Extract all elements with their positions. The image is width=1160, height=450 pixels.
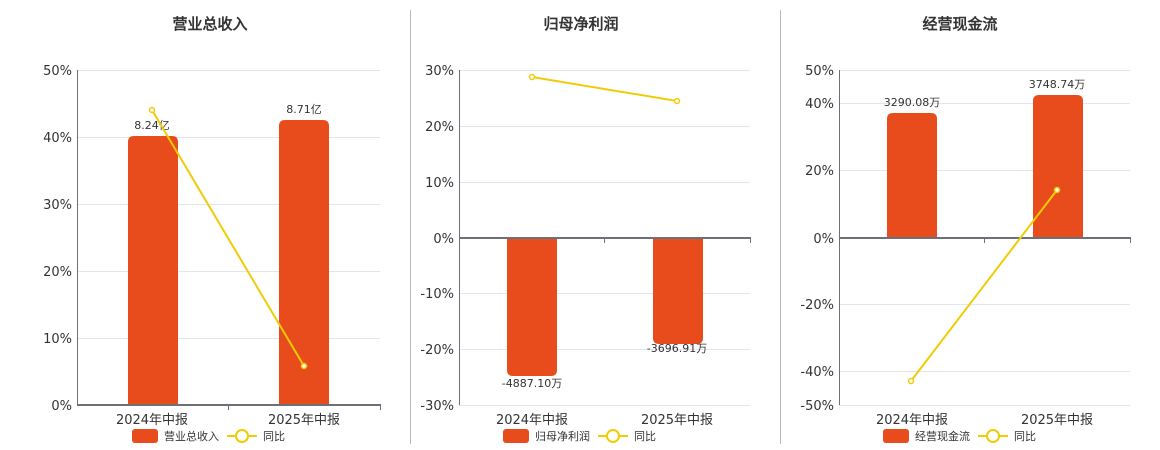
chart-legend: 归母净利润 同比 [503,428,656,444]
chart-legend: 经营现金流 同比 [883,428,1036,444]
y-tick: 50% [805,64,834,79]
x-axis-label: 2025年中报 [1021,413,1093,428]
y-tick: 10% [43,332,72,347]
bar-2024[interactable] [887,113,937,238]
bar-2025[interactable] [653,238,703,344]
y-tick: 30% [425,64,454,79]
yoy-point[interactable] [1053,186,1061,194]
bar-value-label: 8.71亿 [286,103,322,116]
revenue-chart-plot: 50% 40% 30% 20% 10% 0% 8.24亿 8.71亿 2024年… [43,64,381,428]
legend-bar-swatch[interactable] [503,429,529,443]
y-tick: -40% [800,365,834,380]
chart-title: 营业总收入 [172,15,248,33]
legend-line-label[interactable]: 同比 [263,430,285,443]
legend-bar-label[interactable]: 营业总收入 [164,430,219,443]
yoy-point[interactable] [148,106,156,114]
y-tick: 30% [43,198,72,213]
legend-bar-swatch[interactable] [883,429,909,443]
bar-value-label: -3696.91万 [647,342,707,355]
y-tick: -10% [420,287,454,302]
y-tick: 0% [433,232,454,247]
y-tick: 20% [425,120,454,135]
y-tick: 0% [51,399,72,414]
y-tick: -50% [800,399,834,414]
panel-divider [410,10,411,444]
yoy-point[interactable] [673,97,681,105]
bar-2025[interactable] [279,120,329,405]
legend-line-swatch[interactable] [978,429,1008,443]
yoy-line [151,109,305,367]
bar-value-label: 3290.08万 [884,96,941,109]
yoy-line [910,189,1058,382]
chart-title: 归母净利润 [543,15,619,33]
chart-panel-net-profit: 归母净利润 30% 20% 10% 0% -10% -20% -30% -488… [411,0,781,450]
legend-bar-label[interactable]: 归母净利润 [535,430,590,443]
bar-value-label: -4887.10万 [502,377,562,390]
legend-line-label[interactable]: 同比 [634,430,656,443]
y-tick: -20% [800,298,834,313]
x-axis-label: 2024年中报 [876,413,948,428]
bar-2024[interactable] [507,238,557,376]
chart-title: 经营现金流 [922,15,998,33]
y-tick: 50% [43,64,72,79]
x-axis-label: 2025年中报 [641,413,713,428]
bar-value-label: 3748.74万 [1029,78,1086,91]
legend-line-swatch[interactable] [227,429,257,443]
y-tick: 20% [43,265,72,280]
x-axis-label: 2024年中报 [116,413,188,428]
y-tick: 0% [813,232,834,247]
net-profit-chart-plot: 30% 20% 10% 0% -10% -20% -30% -4887.10万 … [420,64,751,428]
panel-divider [780,10,781,444]
legend-bar-swatch[interactable] [132,429,158,443]
yoy-point[interactable] [907,377,915,385]
x-axis-label: 2025年中报 [268,413,340,428]
yoy-point[interactable] [528,73,536,81]
bar-2024[interactable] [128,136,178,405]
y-tick: 20% [805,164,834,179]
y-tick: 40% [805,97,834,112]
y-tick: -20% [420,343,454,358]
legend-bar-label[interactable]: 经营现金流 [915,430,970,443]
chart-legend: 营业总收入 同比 [132,428,285,444]
yoy-point[interactable] [300,362,308,370]
y-tick: -30% [420,399,454,414]
bar-value-label: 8.24亿 [134,119,170,132]
chart-panel-operating-cashflow: 经营现金流 50% 40% 20% 0% -20% -40% -50% 3290… [781,0,1160,450]
legend-line-swatch[interactable] [598,429,628,443]
bar-2025[interactable] [1033,95,1083,238]
legend-line-label[interactable]: 同比 [1014,430,1036,443]
x-axis-label: 2024年中报 [496,413,568,428]
y-tick: 40% [43,131,72,146]
y-tick: 10% [425,176,454,191]
cashflow-chart-plot: 50% 40% 20% 0% -20% -40% -50% 3290.08万 3… [800,64,1131,428]
yoy-line [531,76,678,102]
chart-panel-revenue: 营业总收入 50% 40% 30% 20% 10% 0% 8.24亿 8.71亿 [0,0,410,450]
